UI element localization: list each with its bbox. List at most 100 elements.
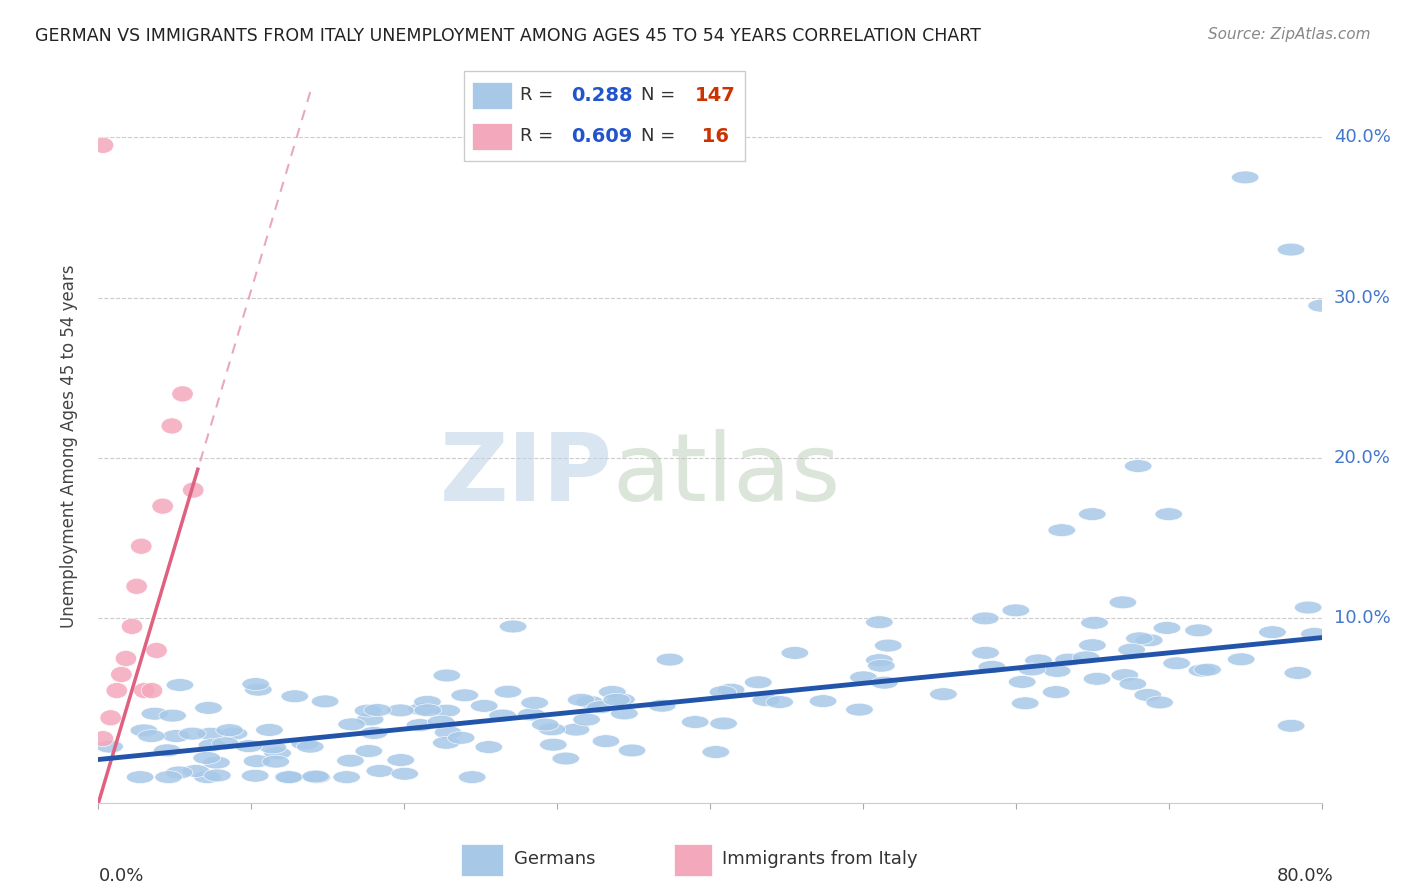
Ellipse shape [433,737,460,749]
Ellipse shape [702,746,730,758]
Text: N =: N = [641,87,681,104]
Ellipse shape [929,688,957,700]
Text: 40.0%: 40.0% [1334,128,1391,146]
Ellipse shape [710,717,737,730]
Ellipse shape [553,752,579,765]
Ellipse shape [1277,244,1305,256]
FancyBboxPatch shape [472,123,512,150]
Text: 0.288: 0.288 [571,86,633,105]
Ellipse shape [408,703,436,715]
Ellipse shape [979,660,1005,673]
Ellipse shape [494,685,522,698]
Ellipse shape [391,767,419,780]
Ellipse shape [131,724,157,737]
Ellipse shape [354,704,382,717]
Ellipse shape [607,693,636,706]
Ellipse shape [475,740,502,754]
Ellipse shape [868,659,896,673]
Ellipse shape [127,771,153,783]
Ellipse shape [245,683,273,696]
Ellipse shape [183,482,204,498]
Ellipse shape [810,695,837,707]
Ellipse shape [131,538,152,554]
Ellipse shape [1301,627,1329,640]
Text: GERMAN VS IMMIGRANTS FROM ITALY UNEMPLOYMENT AMONG AGES 45 TO 54 YEARS CORRELATI: GERMAN VS IMMIGRANTS FROM ITALY UNEMPLOY… [35,27,981,45]
Ellipse shape [333,771,360,783]
Ellipse shape [198,739,226,752]
Text: 20.0%: 20.0% [1334,449,1391,467]
Ellipse shape [1119,677,1146,690]
Text: Germans: Germans [515,849,596,868]
Ellipse shape [183,764,209,777]
Ellipse shape [221,727,247,740]
Ellipse shape [1125,459,1152,473]
Ellipse shape [134,682,155,698]
Ellipse shape [1084,673,1111,685]
Ellipse shape [364,704,391,716]
Ellipse shape [413,704,441,716]
Ellipse shape [849,671,877,684]
Ellipse shape [619,744,645,757]
Ellipse shape [356,745,382,757]
Ellipse shape [489,709,516,722]
Ellipse shape [1135,689,1161,701]
Text: atlas: atlas [612,428,841,521]
Ellipse shape [1018,663,1046,676]
Ellipse shape [1002,604,1029,616]
Ellipse shape [204,769,231,782]
Ellipse shape [302,770,329,783]
Ellipse shape [194,701,222,714]
Ellipse shape [540,739,567,751]
Ellipse shape [179,727,207,740]
Ellipse shape [243,755,271,767]
Ellipse shape [93,731,114,747]
Ellipse shape [311,695,339,708]
Ellipse shape [291,737,319,750]
Text: Source: ZipAtlas.com: Source: ZipAtlas.com [1208,27,1371,42]
Ellipse shape [262,756,290,768]
Ellipse shape [281,690,308,703]
Ellipse shape [648,699,676,712]
Ellipse shape [657,653,683,666]
Ellipse shape [1146,696,1174,709]
Ellipse shape [1232,171,1258,184]
Ellipse shape [1163,657,1191,670]
Text: N =: N = [641,128,681,145]
Ellipse shape [1081,616,1108,629]
Ellipse shape [242,678,270,690]
Ellipse shape [211,737,239,750]
Text: 10.0%: 10.0% [1334,609,1391,627]
Ellipse shape [427,715,454,728]
Ellipse shape [264,747,291,760]
Ellipse shape [499,620,527,633]
Ellipse shape [1258,626,1286,639]
Ellipse shape [141,682,163,698]
Ellipse shape [146,642,167,658]
Y-axis label: Unemployment Among Ages 45 to 54 years: Unemployment Among Ages 45 to 54 years [59,264,77,628]
Ellipse shape [866,654,893,666]
Ellipse shape [870,676,898,689]
Ellipse shape [538,723,565,736]
Ellipse shape [1078,639,1107,652]
Ellipse shape [276,771,302,783]
Ellipse shape [1109,596,1136,608]
Ellipse shape [517,708,546,721]
Ellipse shape [356,713,384,726]
Text: Immigrants from Italy: Immigrants from Italy [723,849,918,868]
Ellipse shape [603,693,630,706]
Ellipse shape [111,666,132,682]
Ellipse shape [1054,653,1083,666]
Ellipse shape [162,418,183,434]
Ellipse shape [1194,664,1222,676]
Ellipse shape [1185,624,1212,637]
Ellipse shape [115,650,136,666]
Ellipse shape [1042,686,1070,698]
Ellipse shape [586,701,614,714]
Ellipse shape [256,723,283,737]
Ellipse shape [471,699,498,713]
Ellipse shape [1043,665,1071,677]
Ellipse shape [1118,643,1146,657]
Ellipse shape [406,719,433,731]
Text: R =: R = [520,87,560,104]
Ellipse shape [1047,524,1076,537]
